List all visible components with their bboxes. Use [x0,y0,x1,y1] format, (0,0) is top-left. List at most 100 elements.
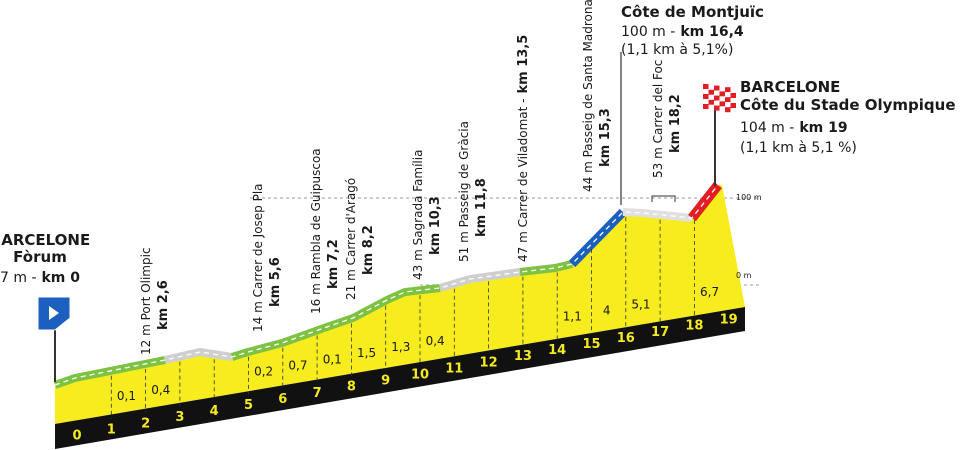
gradient-label: 1,3 [391,340,410,354]
waypoint-km: km 13,5 [516,35,531,94]
altitude-label: 0 m [736,271,752,280]
waypoint-km: km 11,8 [474,178,489,237]
flag-square [708,104,714,110]
km: km 0 [41,270,80,286]
km-label: 0 [72,429,81,444]
km: km 16,4 [680,24,744,40]
flag-square [708,89,714,95]
flag-square [703,94,709,99]
km-label: 1 [107,422,116,437]
waypoint-km: km 7,2 [326,239,341,289]
road-centerline [54,184,719,386]
km-label: 13 [514,349,532,364]
gradient-label: 1,5 [357,346,376,360]
waypoint-bracket [651,195,676,202]
climb-detail: (1,1 km à 5,1%) [621,42,733,58]
waypoint-name: 51 m Passeig de Gràcia [457,121,471,262]
finish-info: 104 m - km 19 [740,120,848,136]
waypoint-name: 53 m Carrer del Foc [651,60,665,178]
profile [53,181,760,449]
waypoint-name: 43 m Sagrada Família [411,150,425,280]
finish-detail: (1,1 km à 5,1 %) [740,140,857,156]
km-label: 16 [617,331,635,346]
km-label: 14 [548,343,566,358]
km-strip [55,307,745,449]
km-label: 8 [347,380,356,395]
flag-square [725,92,731,98]
flag-square [730,98,736,103]
elevation: 100 m - [621,24,675,40]
flag-square [730,88,736,93]
climb-info: 100 m - km 16,4 [621,24,744,40]
gradient-label: 0,4 [426,334,445,348]
km: km 19 [799,120,847,136]
waypoint-km: km 18,2 [668,94,683,153]
flag-square [708,94,714,100]
km-label: 2 [141,416,150,431]
gradient-label: 0,4 [151,383,170,397]
flag-square [703,84,709,89]
gradient-label: 0,1 [323,352,342,366]
km-label: 17 [651,325,669,340]
flag-square [719,96,725,102]
flag-square [725,107,731,113]
elevation: 104 m - [740,120,794,136]
flag-square [730,103,736,108]
flag-square [714,100,720,106]
start-info: 7 m - km 0 [0,270,80,286]
km-label: 18 [685,319,703,334]
flag-square [725,97,731,103]
flag-square [714,85,720,91]
flag-square [703,104,709,109]
waypoint-name: 16 m Rambla de Guipuscoa [309,148,323,314]
km-label: 9 [381,374,390,389]
finish-name: BARCELONE [740,78,840,96]
flag-square [708,84,714,90]
waypoint-name: 14 m Carrer de Josep Pla [251,183,265,332]
flag-square [719,91,725,97]
km-label: 6 [278,392,287,407]
waypoint-km: km 8,2 [361,225,376,275]
start-flag-icon [49,306,59,320]
waypoint-km: km 2,6 [156,280,171,330]
flag-square [719,101,725,107]
profile-fill [55,185,745,424]
flag-square [719,106,725,112]
km-label: 5 [244,398,253,413]
elevation: 7 m - [0,270,36,286]
waypoint-name: 47 m Carrer de Viladomat - [516,99,530,262]
climb-name: Côte de Montjuïc [621,3,764,21]
finish-flag [703,84,736,113]
waypoint-name: 12 m Port Olimpic [139,247,153,355]
km-label: 7 [313,386,322,401]
waypoint-name: 44 m Passeig de Santa Madrona [581,0,595,192]
km-label: 10 [411,368,429,383]
waypoint-km: km 5,6 [268,257,283,307]
km-label: 11 [445,361,463,376]
start-place: Fòrum [13,248,67,266]
flag-square [725,87,731,93]
gradient-label: 0,2 [254,364,273,378]
km-label: 15 [582,337,600,352]
finish-place: Côte du Stade Olympique [740,96,956,114]
km-label: 12 [480,355,498,370]
flag-square [725,102,731,108]
flag-square [719,86,725,92]
flag-square [730,108,736,113]
flag-square [714,105,720,111]
gradient-label: 6,7 [700,285,719,299]
flag-square [714,90,720,96]
waypoint-km: km 10,3 [428,196,443,255]
gradient-label: 5,1 [631,297,650,311]
gradient-label: 0,7 [288,358,307,372]
gradient-label: 1,1 [563,310,582,324]
gradient-label: 0,1 [117,389,136,403]
km-label: 19 [720,313,738,328]
altitude-label: 100 m [736,193,762,202]
flag-square [703,89,709,94]
flag-square [703,99,709,104]
gradient-label: 4 [603,303,611,317]
km-label: 3 [175,410,184,425]
flag-square [708,99,714,105]
